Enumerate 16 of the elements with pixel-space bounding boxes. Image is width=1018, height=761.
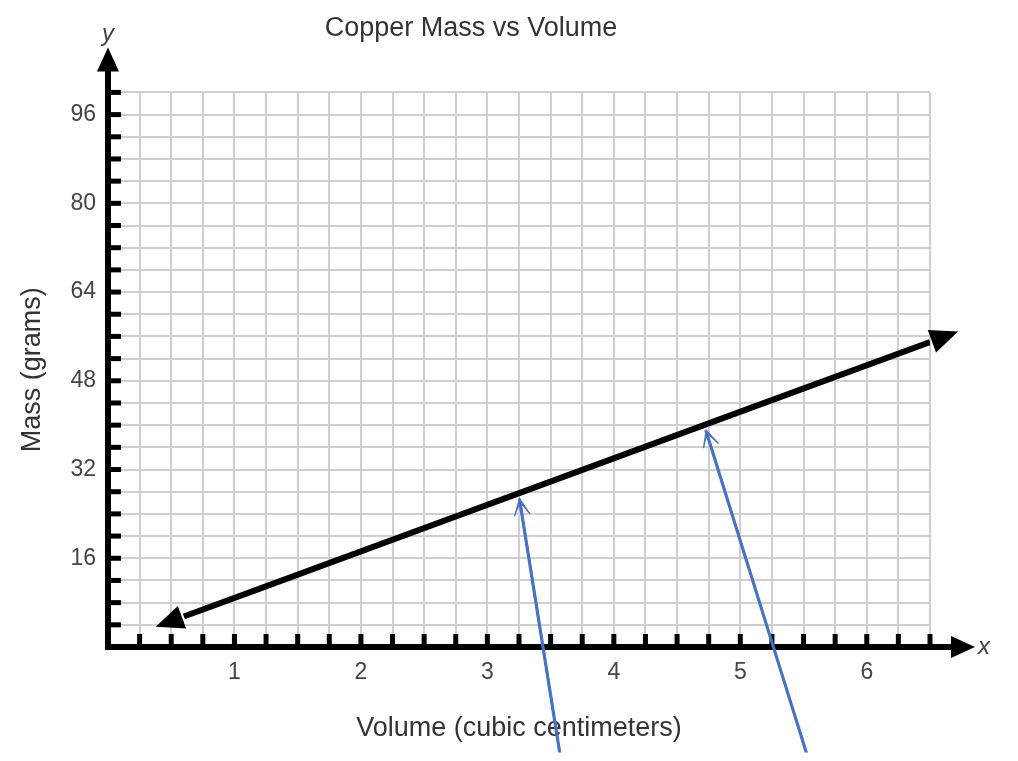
y-tick-label: 32 bbox=[70, 454, 96, 481]
x-tick-label: 3 bbox=[480, 658, 494, 685]
x-tick-label: 2 bbox=[354, 658, 368, 685]
text: y bbox=[99, 19, 116, 47]
y-tick-label: 80 bbox=[70, 188, 96, 215]
chart-title: Copper Mass vs Volume bbox=[324, 11, 618, 42]
text: x bbox=[977, 631, 991, 659]
x-tick-label: 5 bbox=[733, 658, 747, 685]
x-tick-label: 1 bbox=[228, 658, 241, 685]
y-tick-label: 16 bbox=[70, 543, 96, 570]
y-tick-label: 48 bbox=[70, 366, 96, 393]
x-tick-label: 4 bbox=[607, 658, 621, 685]
x-tick-label: 6 bbox=[860, 658, 874, 685]
y-tick-label: 64 bbox=[70, 277, 97, 304]
y-axis-title: Mass (grams) bbox=[15, 287, 46, 453]
y-tick-label: 96 bbox=[70, 99, 96, 126]
